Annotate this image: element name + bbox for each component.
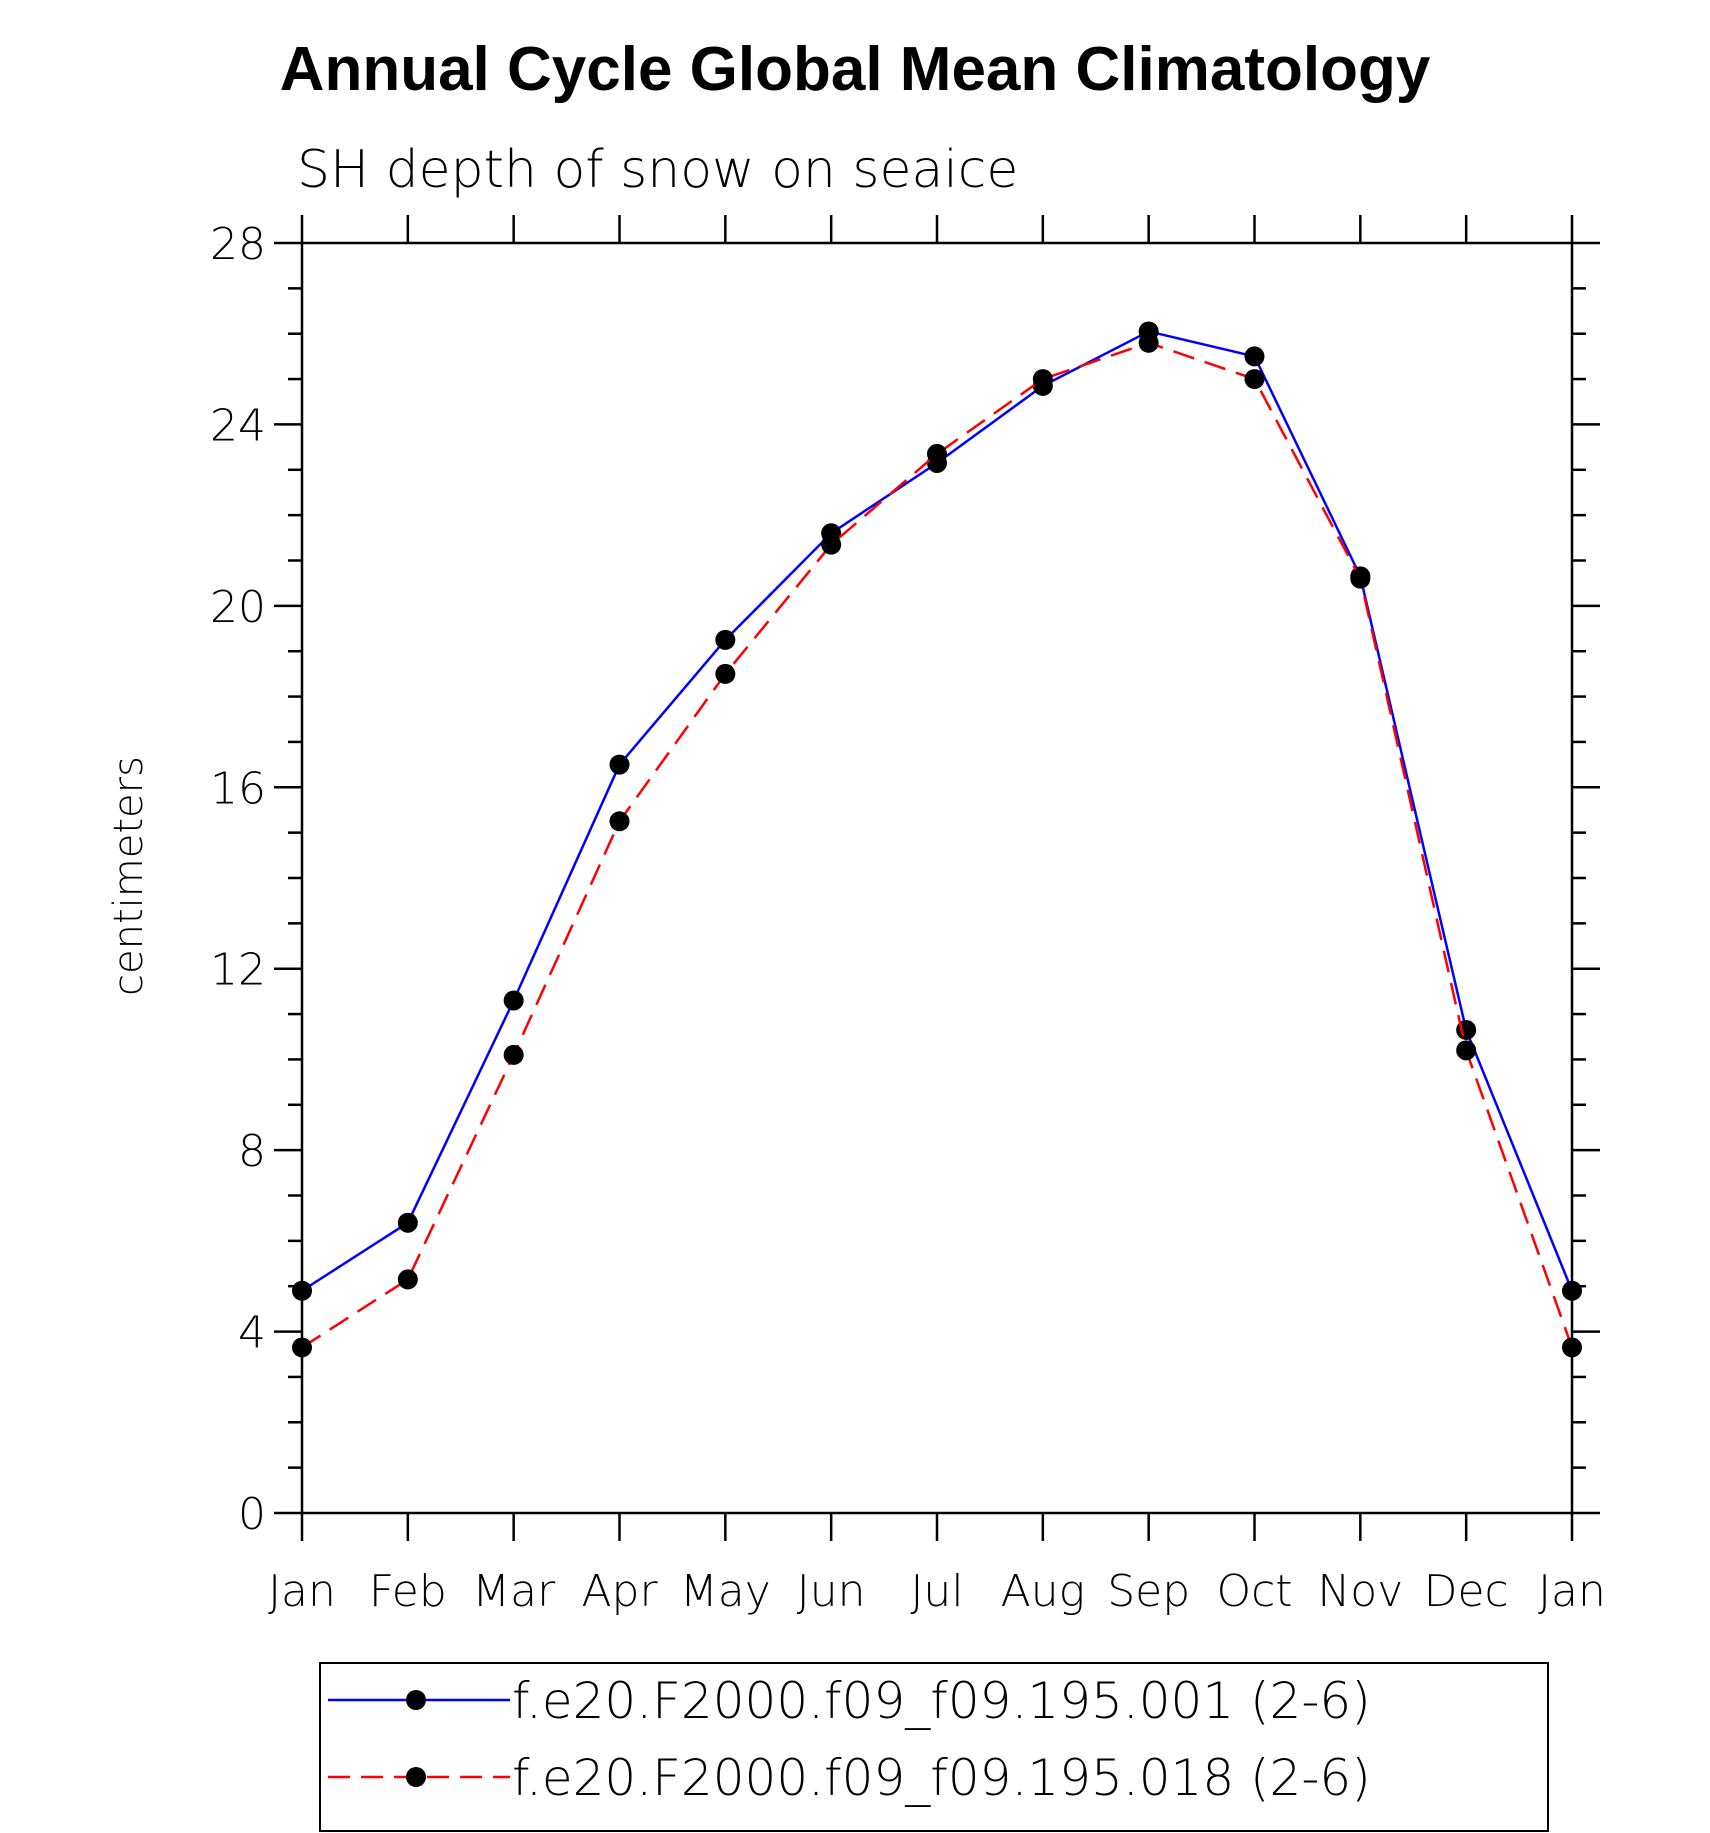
series-point bbox=[292, 1280, 312, 1301]
x-tick-label: Jan bbox=[268, 1566, 336, 1617]
series-point bbox=[609, 754, 630, 775]
series-point bbox=[1244, 369, 1265, 390]
y-tick-label: 16 bbox=[210, 763, 266, 814]
series-point bbox=[715, 663, 736, 684]
series-line bbox=[301, 341, 1574, 1349]
series-point bbox=[1562, 1337, 1582, 1358]
legend-marker bbox=[406, 1767, 426, 1787]
x-tick-label: Feb bbox=[369, 1566, 447, 1617]
series-point bbox=[715, 629, 736, 650]
series-point bbox=[397, 1269, 418, 1290]
chart-title: Annual Cycle Global Mean Climatology bbox=[280, 35, 1431, 104]
legend: f.e20.F2000.f09_f09.195.001 (2-6) f.e20.F… bbox=[319, 1662, 1549, 1832]
series-point bbox=[1562, 1280, 1582, 1301]
chart-subtitle: SH depth of snow on seaice bbox=[297, 140, 1018, 200]
legend-label: f.e20.F2000.f09_f09.195.018 (2-6) bbox=[512, 1749, 1371, 1807]
x-tick-label: Mar bbox=[472, 1566, 556, 1617]
series-point bbox=[927, 443, 947, 464]
x-tick-label: Dec bbox=[1424, 1566, 1509, 1617]
ticks-layer bbox=[274, 215, 1600, 1541]
series-1 bbox=[292, 321, 1582, 1301]
legend-box bbox=[319, 1662, 1549, 1832]
y-tick-label: 8 bbox=[238, 1126, 266, 1177]
y-tick-label: 0 bbox=[238, 1489, 266, 1540]
series-point bbox=[1138, 332, 1159, 353]
y-tick-labels: 0 4 8 12 16 20 24 28 bbox=[210, 219, 266, 1540]
series-point bbox=[503, 990, 524, 1011]
plot-frame bbox=[300, 241, 1574, 1515]
series-point bbox=[292, 1337, 312, 1358]
y-tick-label: 12 bbox=[210, 945, 266, 996]
x-tick-label: Jul bbox=[910, 1566, 963, 1617]
x-tick-label: Jun bbox=[797, 1566, 866, 1617]
x-tick-label: Nov bbox=[1317, 1566, 1403, 1617]
x-tick-label: Aug bbox=[1001, 1566, 1085, 1617]
y-tick-label: 4 bbox=[238, 1308, 266, 1359]
series-point bbox=[609, 811, 630, 832]
y-tick-label: 28 bbox=[210, 219, 266, 270]
x-tick-label: May bbox=[680, 1566, 771, 1617]
series-point bbox=[1032, 369, 1053, 390]
series-point bbox=[503, 1044, 524, 1065]
y-tick-label: 24 bbox=[210, 400, 266, 451]
y-axis-label: centimeters bbox=[106, 756, 152, 996]
legend-marker bbox=[406, 1690, 426, 1710]
x-tick-labels: Jan Feb Mar Apr May Jun Jul Aug Sep Oct Nov Dec Jan bbox=[268, 1566, 1606, 1617]
series-point bbox=[1244, 346, 1265, 367]
x-tick-label: Sep bbox=[1107, 1566, 1190, 1617]
series-point bbox=[821, 534, 842, 555]
series-2 bbox=[292, 332, 1582, 1358]
y-tick-label: 20 bbox=[210, 582, 266, 633]
series-layer bbox=[292, 321, 1582, 1358]
series-line bbox=[301, 330, 1574, 1292]
series-point bbox=[1456, 1040, 1477, 1061]
series-point bbox=[1350, 568, 1371, 589]
x-tick-label: Apr bbox=[581, 1566, 658, 1617]
series-point bbox=[397, 1212, 418, 1233]
x-tick-label: Oct bbox=[1216, 1566, 1292, 1617]
legend-label: f.e20.F2000.f09_f09.195.001 (2-6) bbox=[512, 1672, 1371, 1730]
x-tick-label: Jan bbox=[1538, 1566, 1606, 1617]
